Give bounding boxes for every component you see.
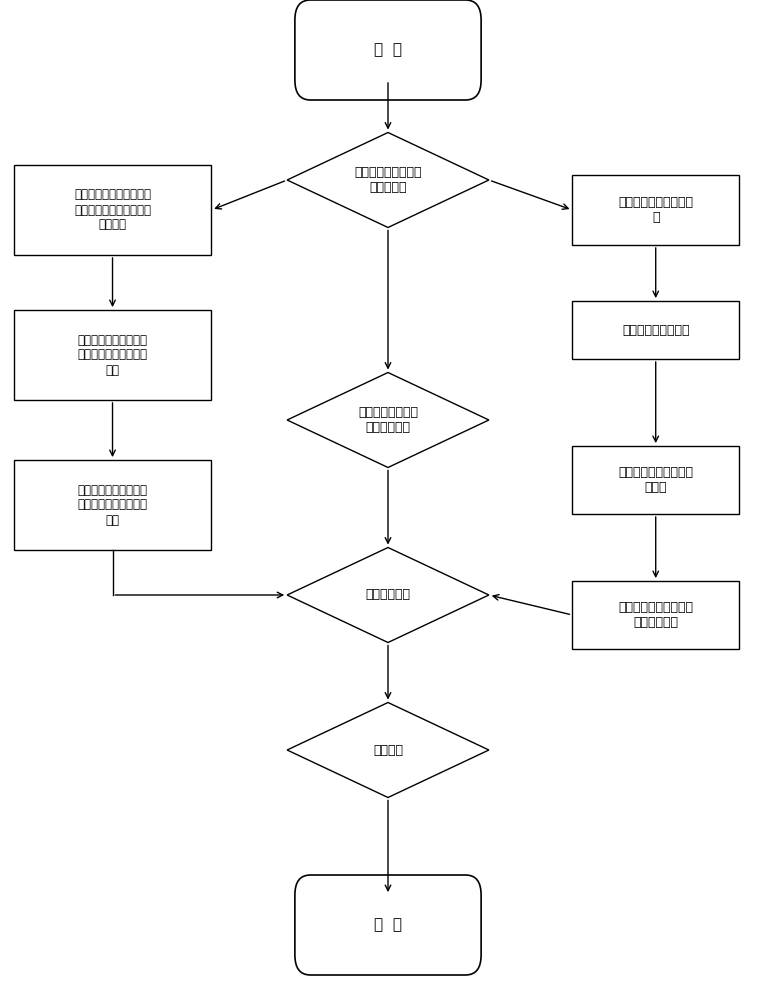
Text: 建立水汽差分吸收
激光雷达方程: 建立水汽差分吸收 激光雷达方程 [358, 406, 418, 434]
Bar [572, 446, 739, 514]
Bar [572, 301, 739, 359]
Text: 盲区修正与距离修正: 盲区修正与距离修正 [622, 324, 689, 336]
Text: 测量探测波长的线宽
和中心波长: 测量探测波长的线宽 和中心波长 [355, 166, 421, 194]
Text: 开  始: 开 始 [374, 42, 402, 57]
FancyBboxPatch shape [295, 0, 481, 100]
Polygon shape [287, 702, 489, 798]
Text: 计算探测光在不同高度
水汽吸收截面和非吸收
截面: 计算探测光在不同高度 水汽吸收截面和非吸收 截面 [78, 484, 147, 526]
Polygon shape [287, 548, 489, 642]
Text: 反演水汽廓线: 反演水汽廓线 [365, 588, 411, 601]
Bar [572, 581, 739, 649]
Text: 反演气溶胶消光系数和
后向散射系数: 反演气溶胶消光系数和 后向散射系数 [618, 601, 693, 629]
Text: 建立米散射激光雷达方
程: 建立米散射激光雷达方 程 [618, 196, 693, 224]
Bar [13, 165, 211, 255]
Text: 提取水汽谱线线强，并修
正获取不同高度水汽标准
吸收截面: 提取水汽谱线线强，并修 正获取不同高度水汽标准 吸收截面 [74, 188, 151, 232]
Bar [13, 460, 211, 550]
Text: 标定数据: 标定数据 [373, 744, 403, 756]
Polygon shape [287, 372, 489, 468]
Text: 计算探测光在不同高度
水汽吸收截面和非吸收
截面: 计算探测光在不同高度 水汽吸收截面和非吸收 截面 [78, 334, 147, 376]
Text: 确定激光雷达反演需要
的参数: 确定激光雷达反演需要 的参数 [618, 466, 693, 494]
Polygon shape [287, 133, 489, 228]
Bar [572, 175, 739, 245]
FancyBboxPatch shape [295, 875, 481, 975]
Text: 结  束: 结 束 [374, 918, 402, 932]
Bar [13, 310, 211, 400]
